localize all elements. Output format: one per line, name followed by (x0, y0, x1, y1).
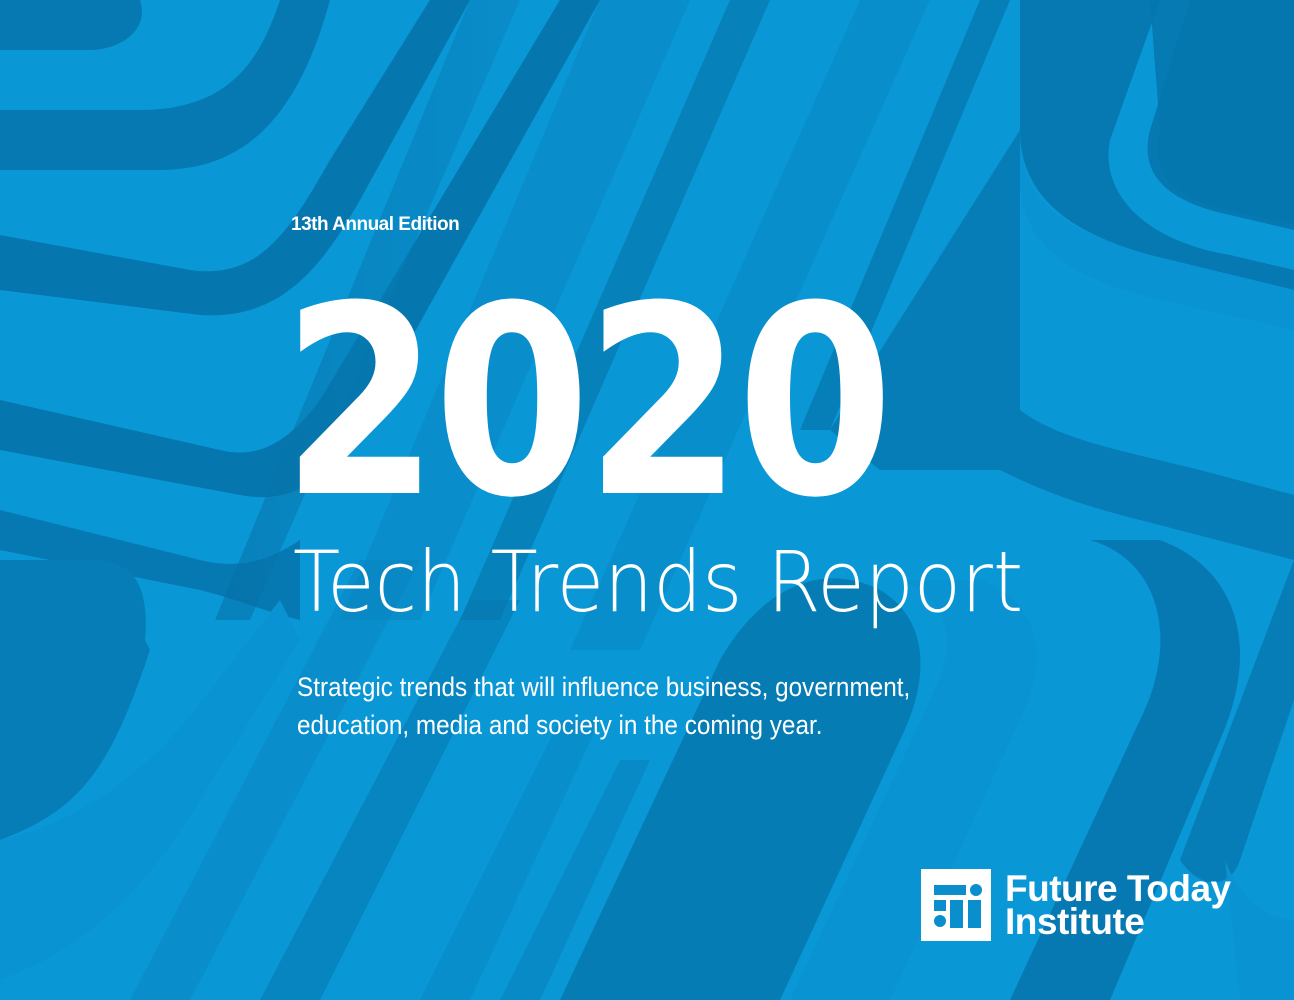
report-title: Tech Trends Report (293, 533, 1024, 631)
publisher-name-line-1: Future Today (1005, 868, 1231, 909)
publisher-name-line-2: Institute (1005, 901, 1145, 942)
subtitle-line-2: education, media and society in the comi… (297, 710, 823, 740)
report-year: 2020 (282, 250, 894, 555)
publisher-name: Future Today Institute (1005, 868, 1231, 942)
report-subtitle: Strategic trends that will influence bus… (297, 668, 910, 744)
edition-label: 13th Annual Edition (291, 214, 460, 235)
subtitle-line-1: Strategic trends that will influence bus… (297, 672, 911, 702)
future-today-institute-logo-icon (921, 869, 991, 941)
publisher-logo: Future Today Institute (921, 869, 1231, 941)
